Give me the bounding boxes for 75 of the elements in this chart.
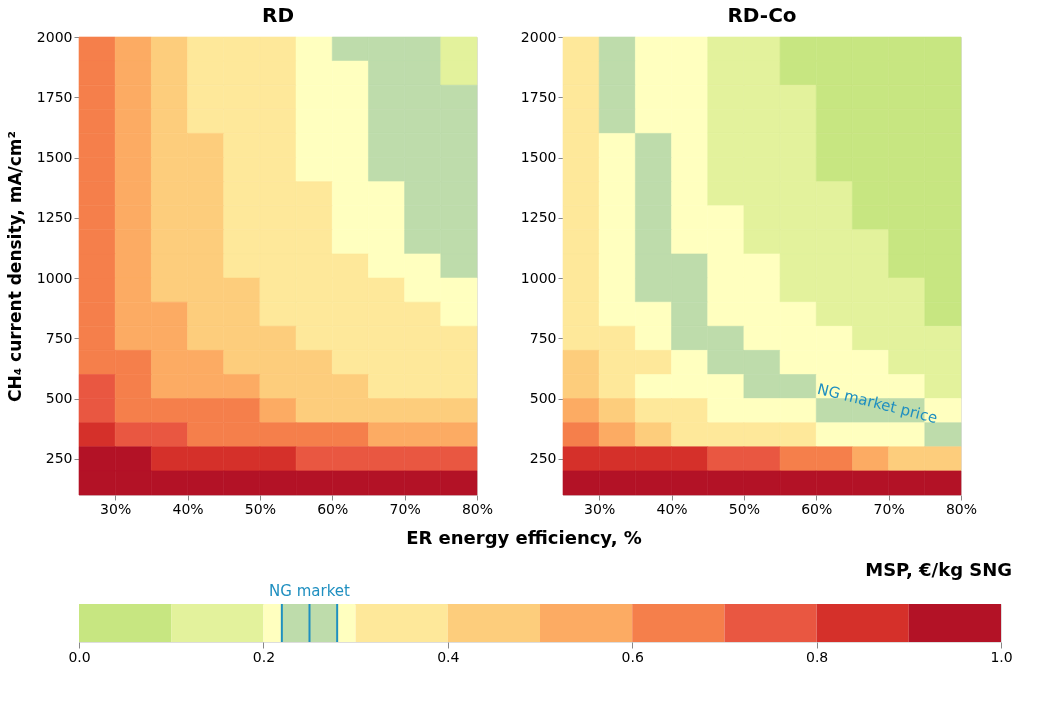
chart-title: MSP, €/kg SNG xyxy=(865,559,1013,580)
point xyxy=(635,253,672,279)
point xyxy=(852,470,889,496)
bar xyxy=(908,604,1001,642)
x-tick-label: 40% xyxy=(656,500,688,517)
y-tick-label: 1250 xyxy=(520,209,557,226)
y-tick-label: 1500 xyxy=(520,149,557,166)
band-label: NG market xyxy=(269,582,351,600)
point xyxy=(368,229,405,255)
x-tick-label: 50% xyxy=(728,500,760,517)
x-tick-label: 80% xyxy=(461,500,494,517)
bar xyxy=(816,604,909,642)
y-tick-label: 1000 xyxy=(36,269,73,286)
x-tick-label: 0.6 xyxy=(621,648,644,665)
point xyxy=(852,36,889,62)
x-tick-label: 0.4 xyxy=(437,648,460,665)
x-tick-label: 0.0 xyxy=(68,648,91,665)
point xyxy=(852,277,889,303)
x-tick-label: 50% xyxy=(244,500,276,517)
x-tick-label: 0.8 xyxy=(805,648,829,665)
point xyxy=(635,301,672,327)
y-tick-label: 1250 xyxy=(36,209,73,226)
point xyxy=(368,301,405,327)
point xyxy=(368,181,405,207)
y-tick-label: 1750 xyxy=(520,88,557,105)
point xyxy=(635,446,672,472)
y-tick-label: 750 xyxy=(45,329,73,346)
x-tick-label: 40% xyxy=(172,500,204,517)
point xyxy=(368,470,405,496)
bar xyxy=(355,604,448,642)
y-tick-label: 500 xyxy=(45,390,73,407)
x-axis-title: ER energy efficiency, % xyxy=(406,527,642,548)
y-tick-label: 1750 xyxy=(36,88,73,105)
point xyxy=(635,205,672,231)
x-tick-label: 80% xyxy=(945,500,978,517)
point xyxy=(635,229,672,255)
x-tick-label: 1.0 xyxy=(990,648,1013,665)
point xyxy=(635,277,672,303)
point xyxy=(368,446,405,472)
y-tick-label: 500 xyxy=(529,390,557,407)
y-axis-title: CH₄ current density, mA/cm² xyxy=(4,130,25,403)
point xyxy=(151,470,188,496)
x-tick-label: 70% xyxy=(389,500,421,517)
y-tick-label: 2000 xyxy=(36,28,73,45)
x-tick-label: 60% xyxy=(317,500,349,517)
bar xyxy=(632,604,725,642)
x-tick-label: 70% xyxy=(873,500,905,517)
point xyxy=(151,446,188,472)
point xyxy=(635,325,672,351)
bar xyxy=(79,604,172,642)
y-tick-label: 250 xyxy=(45,450,73,467)
point xyxy=(852,229,889,255)
point xyxy=(368,205,405,231)
x-tick-label: 0.2 xyxy=(252,648,276,665)
y-tick-label: 1000 xyxy=(520,269,557,286)
bar xyxy=(724,604,817,642)
x-tick-label: 30% xyxy=(584,500,616,517)
bar xyxy=(447,604,540,642)
x-tick-label: 30% xyxy=(100,500,132,517)
y-tick-label: 250 xyxy=(529,450,557,467)
annotation: NG market price xyxy=(815,379,940,428)
bar xyxy=(171,604,264,642)
point xyxy=(368,277,405,303)
bar xyxy=(540,604,633,642)
chart-title: RD-Co xyxy=(727,3,797,27)
point xyxy=(635,422,672,448)
point xyxy=(852,446,889,472)
point xyxy=(368,253,405,279)
point xyxy=(635,181,672,207)
chart-title: RD xyxy=(261,3,295,27)
y-tick-label: 2000 xyxy=(520,28,557,45)
point xyxy=(635,470,672,496)
y-tick-label: 750 xyxy=(529,329,557,346)
x-tick-label: 60% xyxy=(801,500,833,517)
y-tick-label: 1500 xyxy=(36,149,73,166)
